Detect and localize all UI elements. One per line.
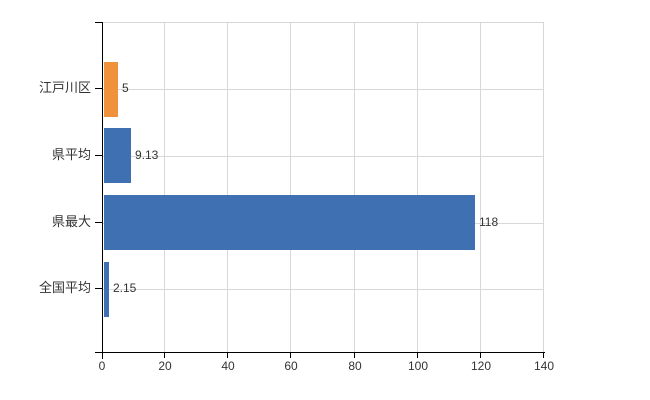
bar-0 (104, 62, 118, 117)
x-axis-label-0: 0 (98, 359, 106, 373)
x-axis-label-60: 60 (284, 359, 298, 373)
y-gridline-3 (102, 289, 544, 290)
x-axis-tick-140 (543, 352, 544, 358)
value-label-0: 5 (122, 81, 129, 95)
y-axis-tick-top (95, 22, 102, 23)
x-axis-label-40: 40 (221, 359, 235, 373)
x-axis-label-20: 20 (158, 359, 172, 373)
y-axis-tick-2 (95, 222, 102, 223)
category-label-1: 県平均 (51, 147, 91, 162)
value-label-1: 9.13 (135, 148, 159, 162)
y-axis-line (102, 22, 103, 359)
bar-3 (104, 262, 109, 317)
x-axis-line (95, 352, 545, 353)
x-gridline-20 (164, 23, 165, 353)
bar-2 (104, 195, 475, 250)
value-label-3: 2.15 (113, 281, 137, 295)
x-axis-label-80: 80 (348, 359, 362, 373)
x-axis-label-140: 140 (533, 359, 555, 373)
category-label-0: 江戸川区 (38, 80, 91, 95)
y-axis-tick-1 (95, 155, 102, 156)
x-gridline-80 (354, 23, 355, 353)
bar-1 (104, 128, 131, 183)
category-label-2: 県最大 (51, 214, 91, 229)
y-axis-tick-3 (95, 288, 102, 289)
x-gridline-140 (543, 23, 544, 353)
x-axis-tick-40 (227, 352, 228, 358)
y-gridline-0 (102, 89, 544, 90)
category-label-3: 全国平均 (38, 280, 91, 295)
x-axis-label-120: 120 (470, 359, 492, 373)
x-axis-tick-120 (480, 352, 481, 358)
x-axis-tick-80 (354, 352, 355, 358)
x-axis-tick-100 (417, 352, 418, 358)
x-gridline-100 (417, 23, 418, 353)
y-gridline-1 (102, 156, 544, 157)
x-gridline-60 (290, 23, 291, 353)
x-gridline-40 (227, 23, 228, 353)
y-axis-tick-0 (95, 88, 102, 89)
plot-area (102, 22, 544, 353)
x-axis-tick-60 (290, 352, 291, 358)
x-gridline-120 (480, 23, 481, 353)
x-axis-tick-20 (164, 352, 165, 358)
value-label-2: 118 (479, 215, 499, 229)
x-axis-label-100: 100 (407, 359, 429, 373)
